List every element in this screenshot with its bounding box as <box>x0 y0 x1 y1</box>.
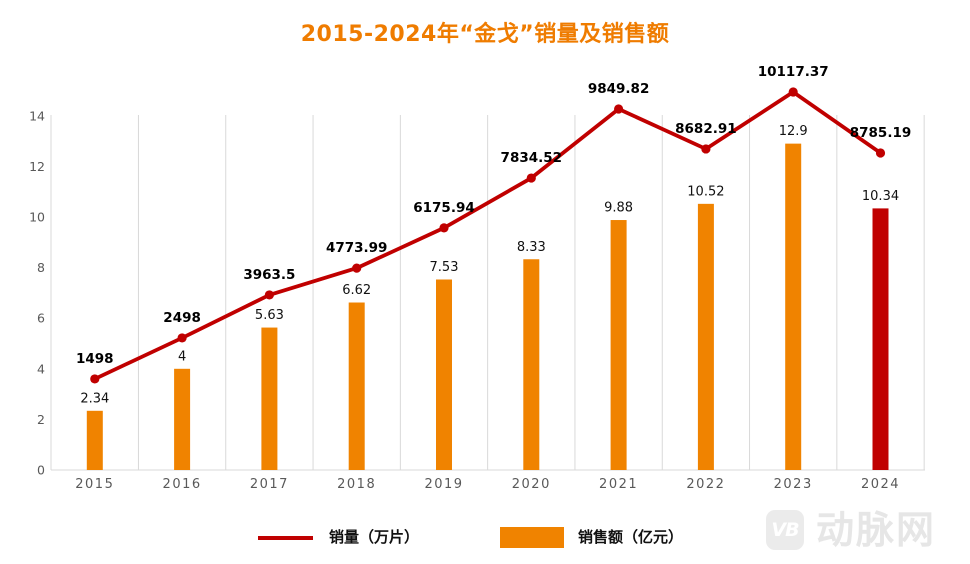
legend-label-sales-revenue: 销售额（亿元） <box>578 528 684 546</box>
bar-value-label: 10.52 <box>687 184 724 199</box>
revenue-bar <box>523 259 540 470</box>
bar-value-label: 8.33 <box>517 240 546 255</box>
legend-bar-swatch <box>500 527 564 548</box>
bar-value-label: 7.53 <box>430 260 459 275</box>
y-axis-tick-label: 14 <box>29 108 45 123</box>
revenue-bar <box>261 327 278 470</box>
vb-logo-icon: VB <box>766 510 804 550</box>
legend-label-sales-volume: 销量（万片） <box>329 528 420 546</box>
x-axis-category-label: 2016 <box>163 477 202 492</box>
y-axis-tick-label: 0 <box>37 463 45 478</box>
y-axis-tick-label: 10 <box>29 210 45 225</box>
line-value-label: 6175.94 <box>413 200 475 216</box>
line-value-label: 2498 <box>163 310 201 326</box>
volume-line-marker <box>875 148 886 158</box>
revenue-bar <box>872 208 889 470</box>
line-value-label: 9849.82 <box>588 81 650 97</box>
y-axis-tick-label: 8 <box>37 260 45 275</box>
watermark-vbdata: VB 动脉网 <box>766 510 936 550</box>
line-value-label: 4773.99 <box>326 240 388 256</box>
legend-line-swatch <box>258 536 313 540</box>
volume-line <box>93 90 882 381</box>
revenue-bar <box>697 203 714 470</box>
bar-value-label: 5.63 <box>255 308 284 323</box>
x-axis-category-label: 2023 <box>774 477 813 492</box>
revenue-bar <box>436 279 452 470</box>
volume-line-marker <box>526 173 536 183</box>
revenue-bar <box>86 410 103 470</box>
combo-chart-plot: 0 2 4 6 8 10 12 14 2015 2016 2017 2018 2019 2020 2021 2… <box>29 64 925 492</box>
y-axis-tick-label: 4 <box>37 361 45 376</box>
y-axis-tick-label: 12 <box>29 159 45 174</box>
volume-line-marker <box>788 87 798 97</box>
bar-value-label: 6.62 <box>342 283 371 298</box>
watermark-text: 动脉网 <box>816 508 937 552</box>
revenue-bar <box>610 220 627 470</box>
line-value-label: 1498 <box>76 351 114 367</box>
bar-value-label: 9.88 <box>604 201 633 216</box>
bar-value-label: 12.9 <box>779 124 808 139</box>
y-axis-tick-label: 6 <box>37 311 45 326</box>
x-axis-category-label: 2021 <box>599 477 638 492</box>
line-value-label: 3963.5 <box>243 267 295 283</box>
volume-line-marker <box>614 104 624 114</box>
line-value-label: 7834.52 <box>501 150 563 166</box>
x-axis-category-label: 2018 <box>337 477 376 492</box>
x-axis-category-label: 2022 <box>686 477 725 492</box>
bar-value-label: 10.34 <box>862 189 899 204</box>
x-axis-category-label: 2019 <box>424 477 463 492</box>
vb-logo-letters: VB <box>771 519 799 541</box>
x-axis-category-label: 2024 <box>861 477 900 492</box>
volume-line-marker <box>439 223 449 233</box>
volume-line-marker <box>352 263 362 273</box>
x-axis-category-label: 2020 <box>512 477 551 492</box>
x-axis-category-label: 2017 <box>250 477 289 492</box>
y-axis-tick-label: 2 <box>37 412 45 427</box>
bar-value-label: 4 <box>178 349 186 364</box>
volume-line-marker <box>90 374 100 384</box>
volume-line-marker <box>177 333 187 343</box>
volume-line-marker <box>701 144 711 154</box>
revenue-bar <box>785 143 802 470</box>
x-axis-category-label: 2015 <box>75 477 114 492</box>
revenue-bar <box>348 302 365 470</box>
chart-title: 2015-2024年“金戈”销量及销售额 <box>300 22 670 47</box>
line-value-label: 8785.19 <box>850 125 912 141</box>
line-value-label: 8682.91 <box>675 121 737 137</box>
volume-line-marker <box>264 290 274 300</box>
line-value-label: 10117.37 <box>758 64 829 80</box>
revenue-bar <box>174 368 191 470</box>
bar-value-label: 2.34 <box>80 391 109 406</box>
